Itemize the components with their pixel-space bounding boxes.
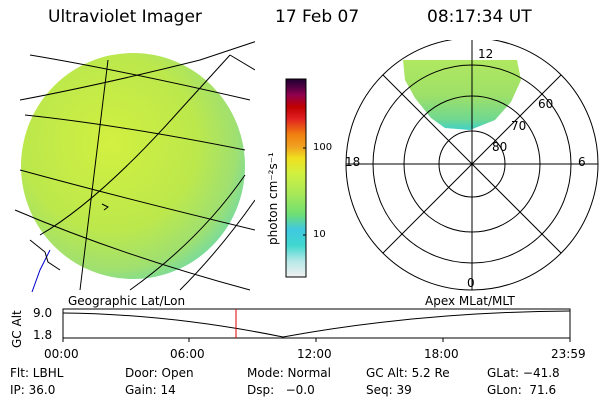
auroral-image-region (403, 60, 521, 130)
info-seq: Seq: 39 (366, 383, 412, 397)
coastline (31, 249, 51, 292)
xtick-2359: 23:59 (551, 347, 586, 361)
info-door: Door: Open (125, 366, 194, 380)
mlt-label-18: 18 (345, 155, 361, 169)
colorbar-tick-100: 100 (313, 142, 333, 153)
info-ip: IP: 36.0 (10, 383, 56, 397)
xtick-1800: 18:00 (424, 347, 459, 361)
colorbar-label: photon cm⁻²s⁻¹ (266, 152, 280, 245)
info-glat: GLat: −41.8 (487, 366, 560, 380)
altitude-timeline (62, 308, 571, 342)
geographic-image-panel (14, 41, 255, 292)
mlt-label-0: 0 (467, 276, 475, 290)
xtick-0000: 00:00 (44, 347, 79, 361)
instrument-title: Ultraviolet Imager (48, 7, 202, 27)
alt-ytick-low: 1.8 (33, 328, 53, 342)
info-mode: Mode: Normal (247, 366, 331, 380)
coast-outline (29, 239, 61, 271)
left-panel-label: Geographic Lat/Lon (68, 294, 186, 308)
earth-disk (21, 53, 245, 279)
time-label: 08:17:34 UT (427, 7, 532, 27)
colorbar (285, 78, 307, 278)
date-label: 17 Feb 07 (275, 7, 360, 27)
xtick-0600: 06:00 (170, 347, 205, 361)
lat-label-60: 60 (538, 97, 554, 111)
mlt-label-12: 12 (478, 47, 494, 61)
mlt-label-6: 6 (578, 155, 586, 169)
info-glon: GLon: 71.6 (487, 383, 557, 397)
info-gain: Gain: 14 (125, 383, 176, 397)
info-dsp: Dsp: −0.0 (247, 383, 315, 397)
polar-diagonal-2 (382, 74, 562, 254)
right-panel-label: Apex MLat/MLT (425, 294, 515, 308)
alt-ylabel: GC Alt (10, 310, 24, 348)
timeline-ticks (62, 338, 571, 342)
info-gcalt: GC Alt: 5.2 Re (366, 366, 450, 380)
lat-grid (14, 41, 255, 291)
altitude-curve (62, 310, 571, 338)
polar-plot (345, 40, 599, 291)
colorbar-tick-10: 10 (313, 229, 326, 240)
lon-grid (39, 54, 255, 291)
alt-ytick-high: 9.0 (33, 306, 53, 320)
xtick-1200: 12:00 (297, 347, 332, 361)
lat-label-70: 70 (511, 119, 527, 133)
subsatellite-marker (101, 203, 109, 211)
lat-label-80: 80 (492, 140, 508, 154)
info-flt: Flt: LBHL (10, 366, 64, 380)
